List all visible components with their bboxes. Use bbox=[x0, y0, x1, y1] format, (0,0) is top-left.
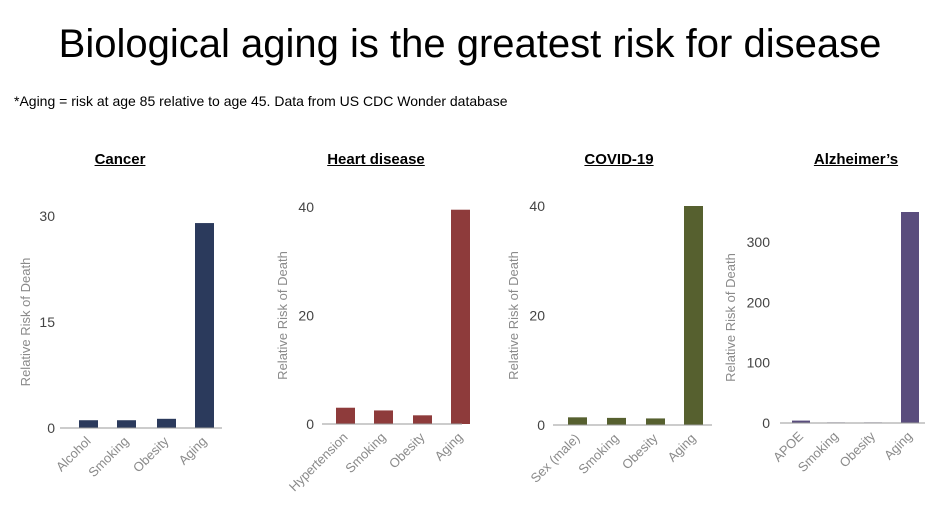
bar-sex-male- bbox=[568, 417, 587, 425]
y-axis-label: Relative Risk of Death bbox=[18, 258, 33, 387]
y-tick-label: 300 bbox=[747, 234, 771, 250]
y-tick-label: 0 bbox=[47, 420, 55, 436]
cat-label-smoking: Smoking bbox=[575, 431, 621, 477]
cat-label-aging: Aging bbox=[665, 431, 699, 465]
y-tick-label: 40 bbox=[529, 198, 545, 214]
y-tick-label: 200 bbox=[747, 294, 771, 310]
bar-aging bbox=[901, 212, 919, 423]
y-axis-label: Relative Risk of Death bbox=[723, 253, 738, 382]
bar-smoking bbox=[117, 420, 136, 428]
bar-obesity bbox=[646, 418, 665, 425]
bar-smoking bbox=[374, 410, 393, 424]
cat-label-obesity: Obesity bbox=[386, 429, 428, 471]
panel-title-heart-disease: Heart disease bbox=[327, 151, 425, 168]
y-tick-label: 0 bbox=[306, 416, 314, 432]
bar-obesity bbox=[157, 418, 176, 428]
page-title: Biological aging is the greatest risk fo… bbox=[58, 22, 882, 66]
cat-label-smoking: Smoking bbox=[342, 430, 388, 476]
bar-aging bbox=[684, 206, 703, 425]
bar-aging bbox=[451, 209, 470, 424]
y-tick-label: 0 bbox=[762, 415, 770, 431]
bar-hypertension bbox=[336, 407, 355, 424]
y-tick-label: 40 bbox=[298, 199, 314, 215]
cat-label-obesity: Obesity bbox=[836, 428, 878, 470]
y-tick-label: 20 bbox=[298, 308, 314, 324]
y-axis-label: Relative Risk of Death bbox=[506, 251, 521, 380]
bar-apoe bbox=[792, 420, 810, 423]
subtitle-note: *Aging = risk at age 85 relative to age … bbox=[14, 93, 508, 109]
bar-smoking bbox=[607, 417, 626, 425]
y-tick-label: 15 bbox=[39, 314, 55, 330]
y-tick-label: 100 bbox=[747, 355, 771, 371]
cat-label-obesity: Obesity bbox=[619, 430, 661, 472]
chart-alzheimers: Relative Risk of Death0100200300APOESmok… bbox=[723, 212, 925, 475]
panel-title-cancer: Cancer bbox=[94, 151, 146, 168]
bar-obesity bbox=[413, 415, 432, 424]
bar-alcohol bbox=[79, 420, 98, 428]
cat-label-smoking: Smoking bbox=[85, 434, 131, 480]
cat-label-aging: Aging bbox=[881, 429, 915, 463]
chart-heart-disease: Relative Risk of Death 0 20 40 HypertensionS… bbox=[275, 199, 470, 494]
y-tick-label: 30 bbox=[39, 208, 55, 224]
y-tick-label: 20 bbox=[529, 308, 545, 324]
cat-label-aging: Aging bbox=[432, 430, 466, 464]
chart-covid19: Relative Risk of Death 0 20 40 Sex (male)Smo… bbox=[506, 198, 712, 486]
chart-cancer: Relative Risk of Death01530AlcoholSmokin… bbox=[18, 208, 222, 480]
y-tick-label: 0 bbox=[537, 417, 545, 433]
cat-label-sex-male-: Sex (male) bbox=[528, 431, 583, 486]
cat-label-obesity: Obesity bbox=[130, 433, 172, 475]
y-axis-label: Relative Risk of Death bbox=[275, 251, 290, 380]
cat-label-hypertension: Hypertension bbox=[286, 430, 351, 495]
panel-title-alzheimers: Alzheimer’s bbox=[813, 151, 899, 168]
panel-title-covid19: COVID-19 bbox=[584, 151, 654, 168]
bar-aging bbox=[195, 223, 214, 428]
cat-label-aging: Aging bbox=[176, 434, 210, 468]
